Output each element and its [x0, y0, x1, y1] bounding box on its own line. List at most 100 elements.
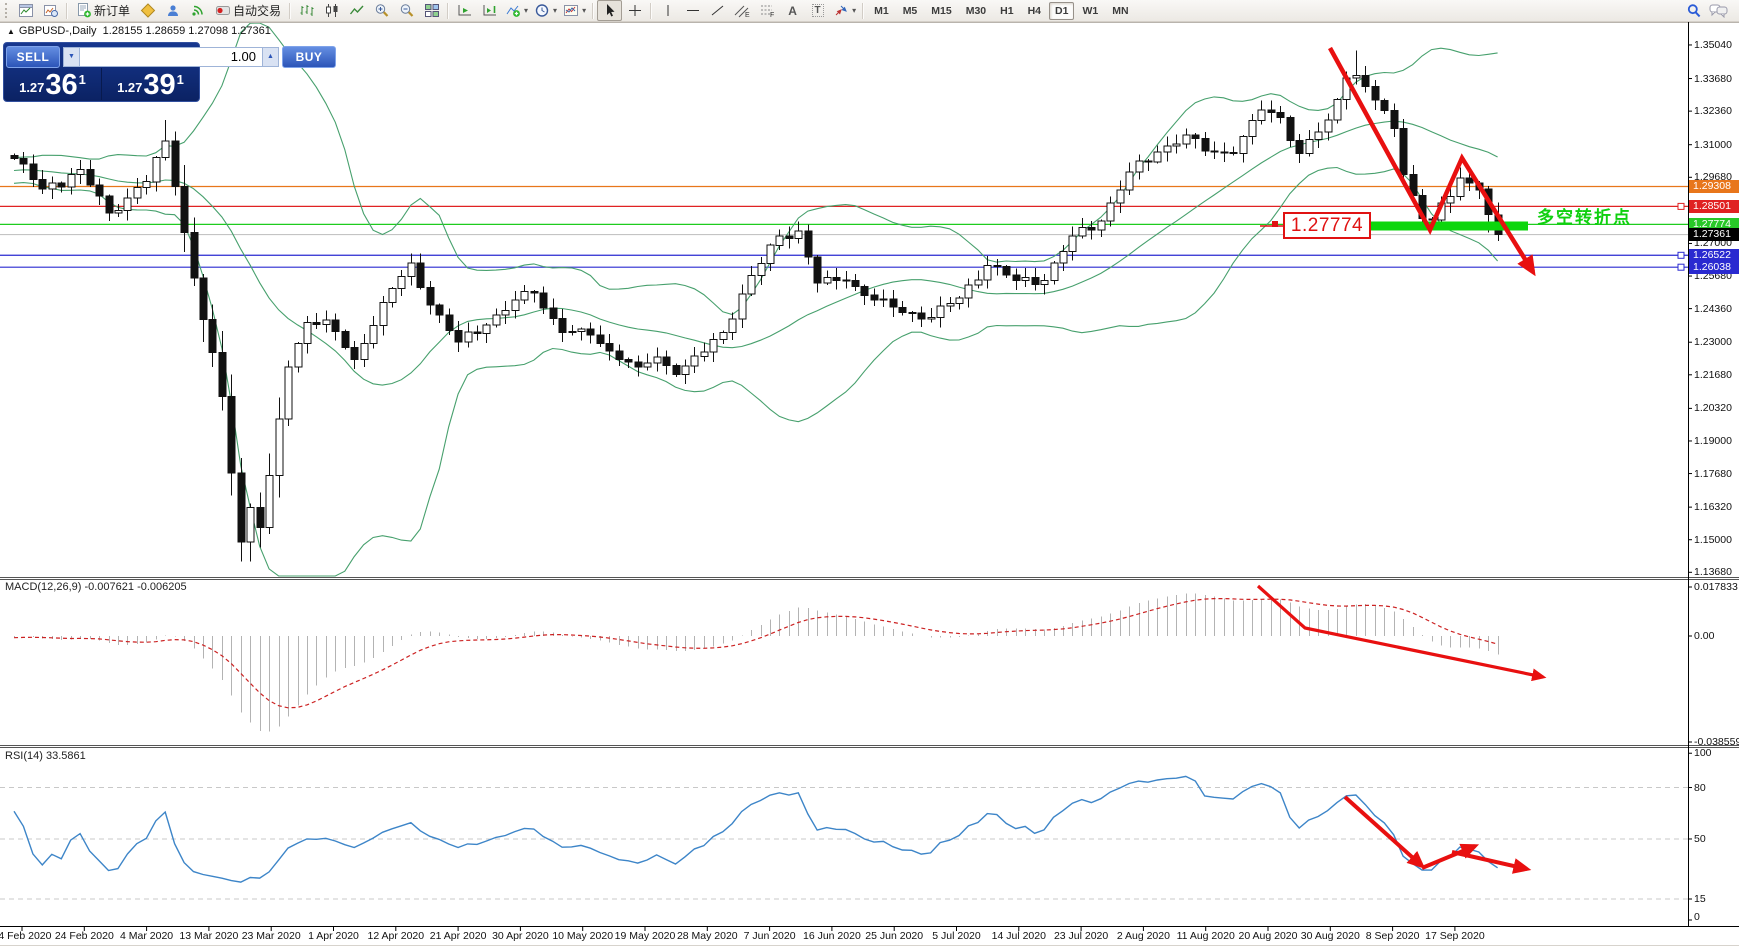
- date-label: 17 Sep 2020: [1425, 930, 1485, 942]
- fibonacci-icon: F: [761, 5, 774, 18]
- price-tick-label: 1.17680: [1694, 467, 1732, 480]
- buy-price[interactable]: 1.27 39 1: [102, 68, 199, 100]
- zoom-in-button[interactable]: [369, 0, 394, 21]
- sell-price-small: 1.27: [19, 80, 45, 95]
- tile-windows-button[interactable]: [419, 0, 444, 21]
- macd-scale-label: -0.038559: [1694, 736, 1739, 748]
- buy-button[interactable]: BUY: [282, 45, 336, 68]
- metaeditor-button[interactable]: [135, 0, 160, 21]
- price-tick-label: 1.15000: [1694, 533, 1732, 546]
- price-tick-label: 1.16320: [1694, 501, 1732, 514]
- search-button[interactable]: [1681, 0, 1706, 21]
- date-label: 14 Jul 2020: [991, 930, 1046, 942]
- text-icon: A: [788, 3, 797, 18]
- date-label: 23 Jul 2020: [1053, 930, 1109, 942]
- toolbar-separator: [862, 2, 865, 19]
- zoom-out-button[interactable]: [394, 0, 419, 21]
- price-tag-1.26038: 1.26038: [1689, 260, 1739, 274]
- date-label: 7 Jun 2020: [743, 930, 796, 942]
- buy-price-pip: 1: [176, 72, 184, 87]
- new-order-button[interactable]: 新订单: [71, 0, 135, 21]
- date-label: 11 Aug 2020: [1176, 930, 1235, 942]
- timeframe-button-H4[interactable]: H4: [1027, 4, 1042, 17]
- chart-profile-button[interactable]: [38, 0, 63, 21]
- price-tag-1.29308: 1.29308: [1689, 179, 1739, 193]
- community-button[interactable]: [160, 0, 185, 21]
- new-order-icon: [78, 3, 91, 18]
- timeframe-button-M30[interactable]: M30: [965, 4, 987, 17]
- price-tag-1.26522: 1.26522: [1689, 248, 1739, 262]
- equidistant-channel-tool-button[interactable]: E: [730, 0, 755, 21]
- date-label: 19 May 2020: [614, 930, 676, 942]
- auto-scroll-button[interactable]: [452, 0, 477, 21]
- price-tick-label: 1.20320: [1694, 402, 1732, 415]
- autotrading-label: 自动交易: [233, 4, 282, 18]
- timeframe-button-W1[interactable]: W1: [1082, 4, 1099, 17]
- vertical-line-tool-button[interactable]: [655, 0, 680, 21]
- price-tick-label: 1.19000: [1694, 434, 1732, 447]
- volume-increase-icon[interactable]: ▲: [262, 46, 279, 67]
- price-tick-label: 1.33680: [1694, 72, 1732, 85]
- rsi-scale-label: 0: [1694, 911, 1700, 923]
- trendline-icon: [711, 5, 723, 16]
- rsi-scale-label: 50: [1694, 832, 1706, 845]
- autotrading-button[interactable]: 自动交易: [210, 0, 286, 21]
- metaeditor-icon: [140, 3, 155, 18]
- date-label: 2 Aug 2020: [1116, 930, 1170, 942]
- toolbar-grip[interactable]: [5, 3, 10, 18]
- sell-button[interactable]: SELL: [6, 45, 60, 68]
- pivot-label-text[interactable]: 多空转折点: [1537, 208, 1632, 227]
- chat-icon: [1709, 4, 1728, 18]
- line-chart-button[interactable]: [344, 0, 369, 21]
- price-tick-label: 1.24360: [1694, 302, 1732, 315]
- macd-scale-label: 0.00: [1694, 630, 1715, 642]
- pivot-price-box[interactable]: 1.27774: [1283, 212, 1371, 239]
- chart-shift-button[interactable]: [477, 0, 502, 21]
- candlestick-chart-button[interactable]: [319, 0, 344, 21]
- new-chart-button[interactable]: [13, 0, 38, 21]
- price-tag-1.27361: 1.27361: [1689, 228, 1739, 242]
- cursor-tool-button[interactable]: [597, 0, 623, 21]
- templates-button[interactable]: ▾: [560, 0, 589, 21]
- indicators-add-icon: [506, 5, 520, 17]
- fibonacci-tool-button[interactable]: F: [755, 0, 780, 21]
- indicators-button[interactable]: ▾: [502, 0, 531, 21]
- periods-button[interactable]: ▾: [531, 0, 560, 21]
- horizontal-line-tool-button[interactable]: [680, 0, 705, 21]
- horizontal-line-icon: [686, 10, 699, 11]
- chat-button[interactable]: [1706, 0, 1731, 21]
- trendline-tool-button[interactable]: [705, 0, 730, 21]
- price-tick-label: 1.13680: [1694, 566, 1732, 579]
- rsi-indicator-label: RSI(14) 33.5861: [5, 750, 86, 762]
- timeframe-button-MN[interactable]: MN: [1112, 4, 1129, 17]
- collapse-panel-icon[interactable]: ▲: [7, 27, 15, 36]
- buy-price-small: 1.27: [117, 80, 143, 95]
- date-label: 23 Mar 2020: [241, 930, 301, 942]
- rsi-scale-label: 15: [1694, 893, 1706, 905]
- bar-chart-button[interactable]: [294, 0, 319, 21]
- date-label: 21 Apr 2020: [429, 930, 487, 942]
- date-label: 20 Aug 2020: [1238, 930, 1298, 942]
- symbol-title[interactable]: ▲ GBPUSD-,Daily 1.28155 1.28659 1.27098 1…: [7, 25, 271, 37]
- clock-icon: [535, 4, 549, 17]
- price-tick-label: 1.35040: [1694, 38, 1732, 51]
- channel-icon: E: [734, 5, 750, 18]
- timeframe-button-M5[interactable]: M5: [902, 4, 918, 17]
- volume-decrease-icon[interactable]: ▼: [63, 46, 80, 67]
- crosshair-tool-button[interactable]: [622, 0, 647, 21]
- arrows-tool-button[interactable]: ▾: [830, 0, 859, 21]
- timeframe-button-H1[interactable]: H1: [1000, 4, 1014, 17]
- sell-price[interactable]: 1.27 36 1: [4, 68, 102, 100]
- signals-button[interactable]: [185, 0, 210, 21]
- text-label-tool-button[interactable]: T: [805, 0, 830, 21]
- timeframe-button-M15[interactable]: M15: [931, 4, 952, 17]
- text-tool-button[interactable]: A: [780, 0, 805, 21]
- timeframe-button-D1[interactable]: D1: [1049, 1, 1075, 20]
- volume-input[interactable]: [80, 46, 262, 67]
- timeframe-group: M1 M5 M15 M30 H1 H4 D1 W1 MN: [867, 1, 1135, 20]
- timeframe-button-M1[interactable]: M1: [874, 4, 889, 17]
- date-label: 5 Jul 2020: [932, 930, 981, 942]
- date-label: 24 Feb 2020: [54, 930, 114, 942]
- price-tag-1.27774: 1.27774: [1689, 217, 1739, 231]
